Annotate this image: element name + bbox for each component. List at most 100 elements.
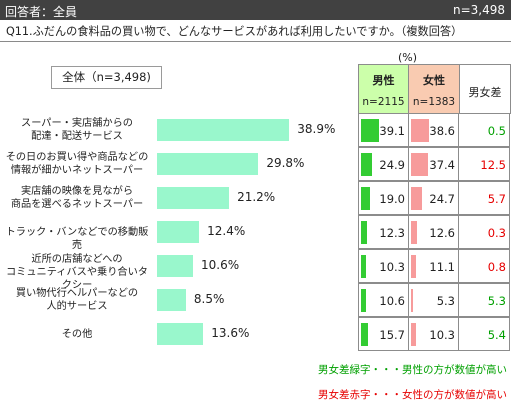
female-header-n: n=1383 bbox=[412, 96, 456, 108]
male-value: 19.0 bbox=[379, 192, 405, 206]
female-cell: 11.1 bbox=[408, 249, 459, 283]
male-bar bbox=[361, 289, 366, 312]
total-value-label: 21.2% bbox=[237, 190, 276, 204]
female-bar bbox=[411, 323, 416, 346]
total-value-label: 29.8% bbox=[266, 156, 305, 170]
male-column-header: 男性 n=2115 bbox=[358, 64, 409, 114]
male-value: 24.9 bbox=[379, 158, 405, 172]
category-label-line: トラック・バンなどでの移動販売 bbox=[5, 226, 149, 251]
category-label-line: コミュニティバスや乗り合いタクシー bbox=[5, 267, 148, 291]
total-bar bbox=[157, 119, 290, 141]
female-bar bbox=[411, 119, 429, 142]
total-bar bbox=[157, 187, 230, 209]
total-value-label: 12.4% bbox=[207, 224, 246, 238]
category-label: 買い物代行ヘルパーなどの 人的サービス bbox=[2, 287, 152, 313]
total-value-label: 13.6% bbox=[211, 326, 250, 340]
female-value: 38.6 bbox=[429, 124, 455, 138]
female-value: 5.3 bbox=[436, 294, 455, 308]
diff-value: 12.5 bbox=[480, 158, 506, 172]
question-text: Q11.ふだんの食料品の買い物で、どんなサービスがあれば利用したいですか。（複数… bbox=[6, 25, 463, 38]
male-bar bbox=[361, 221, 367, 244]
legend-green-note: 男女差緑字・・・男性の方が数値が高い bbox=[318, 364, 507, 376]
diff-cell: 0.5 bbox=[458, 113, 510, 147]
female-value: 24.7 bbox=[429, 192, 455, 206]
diff-value: 0.3 bbox=[487, 226, 506, 240]
diff-column-header: 男女差 bbox=[459, 64, 511, 114]
male-cell: 15.7 bbox=[358, 317, 409, 351]
diff-value: 5.4 bbox=[487, 328, 506, 342]
respondents-label: 回答者：全員 bbox=[5, 5, 78, 19]
male-value: 15.7 bbox=[379, 328, 405, 342]
female-cell: 37.4 bbox=[408, 147, 459, 181]
category-label: その日のお買い得や商品などの 情報が細かいネットスーパー bbox=[2, 151, 152, 177]
male-cell: 12.3 bbox=[358, 215, 409, 249]
total-bar bbox=[157, 289, 186, 311]
female-cell: 5.3 bbox=[408, 283, 459, 317]
total-bar bbox=[157, 323, 204, 345]
category-label-line: 買い物代行ヘルパーなどの bbox=[15, 288, 139, 299]
male-header-label: 男性 bbox=[372, 74, 395, 87]
male-bar bbox=[361, 187, 370, 210]
category-label-line: 近所の店舗などへの bbox=[31, 254, 123, 265]
category-label-line: その日のお買い得や商品などの bbox=[5, 152, 149, 163]
female-value: 10.3 bbox=[429, 328, 455, 342]
male-value: 12.3 bbox=[379, 226, 405, 240]
male-value: 10.6 bbox=[379, 294, 405, 308]
male-cell: 19.0 bbox=[358, 181, 409, 215]
female-value: 11.1 bbox=[429, 260, 455, 274]
category-label-line: 配達・配送サービス bbox=[31, 131, 123, 142]
male-bar bbox=[361, 153, 373, 176]
female-bar bbox=[411, 187, 423, 210]
total-value-label: 10.6% bbox=[201, 258, 240, 272]
divider bbox=[0, 41, 511, 42]
diff-value: 0.8 bbox=[487, 260, 506, 274]
female-value: 37.4 bbox=[429, 158, 455, 172]
female-bar bbox=[411, 221, 417, 244]
diff-cell: 0.8 bbox=[458, 249, 510, 283]
diff-cell: 12.5 bbox=[458, 147, 510, 181]
male-bar bbox=[361, 255, 366, 278]
diff-value: 0.5 bbox=[487, 124, 506, 138]
category-label: スーパー・実店舗からの 配達・配送サービス bbox=[2, 117, 152, 143]
diff-cell: 0.3 bbox=[458, 215, 510, 249]
header-bar: 回答者：全員 n=3,498 bbox=[0, 0, 511, 20]
diff-cell: 5.3 bbox=[458, 283, 510, 317]
diff-value: 5.7 bbox=[487, 192, 506, 206]
female-bar bbox=[411, 289, 414, 312]
total-bar bbox=[157, 153, 259, 175]
total-legend-box: 全体（n=3,498) bbox=[51, 66, 162, 89]
category-label: トラック・バンなどでの移動販売 bbox=[2, 226, 152, 252]
diff-cell: 5.7 bbox=[458, 181, 510, 215]
male-cell: 24.9 bbox=[358, 147, 409, 181]
category-label-line: その他 bbox=[61, 328, 93, 340]
total-value-label: 38.9% bbox=[297, 122, 336, 136]
female-bar bbox=[411, 255, 417, 278]
diff-header-label: 男女差 bbox=[468, 86, 502, 99]
male-bar bbox=[361, 323, 369, 346]
female-cell: 38.6 bbox=[408, 113, 459, 147]
category-label-line: 商品を選べるネットスーパー bbox=[10, 199, 144, 210]
female-column-header: 女性 n=1383 bbox=[408, 64, 460, 114]
male-bar bbox=[361, 119, 379, 142]
category-label-line: スーパー・実店舗からの bbox=[21, 118, 133, 129]
female-cell: 12.6 bbox=[408, 215, 459, 249]
male-cell: 10.3 bbox=[358, 249, 409, 283]
female-header-label: 女性 bbox=[423, 74, 445, 87]
unit-label: (%) bbox=[398, 51, 418, 64]
legend-red-note: 男女差赤字・・・女性の方が数値が高い bbox=[318, 389, 507, 401]
diff-cell: 5.4 bbox=[458, 317, 510, 351]
category-label: 実店舗の映像を見ながら 商品を選べるネットスーパー bbox=[2, 185, 152, 211]
male-value: 39.1 bbox=[379, 124, 405, 138]
total-bar bbox=[157, 255, 194, 277]
diff-value: 5.3 bbox=[487, 294, 506, 308]
category-label-line: 実店舗の映像を見ながら bbox=[20, 186, 134, 197]
category-label: その他 bbox=[2, 328, 152, 341]
male-header-n: n=2115 bbox=[362, 96, 405, 108]
total-bar bbox=[157, 221, 200, 243]
male-cell: 39.1 bbox=[358, 113, 409, 147]
female-value: 12.6 bbox=[429, 226, 455, 240]
category-label-line: 人的サービス bbox=[46, 301, 108, 312]
category-label: 近所の店舗などへのコミュニティバスや乗り合いタクシー bbox=[2, 253, 152, 292]
male-cell: 10.6 bbox=[358, 283, 409, 317]
female-cell: 10.3 bbox=[408, 317, 459, 351]
